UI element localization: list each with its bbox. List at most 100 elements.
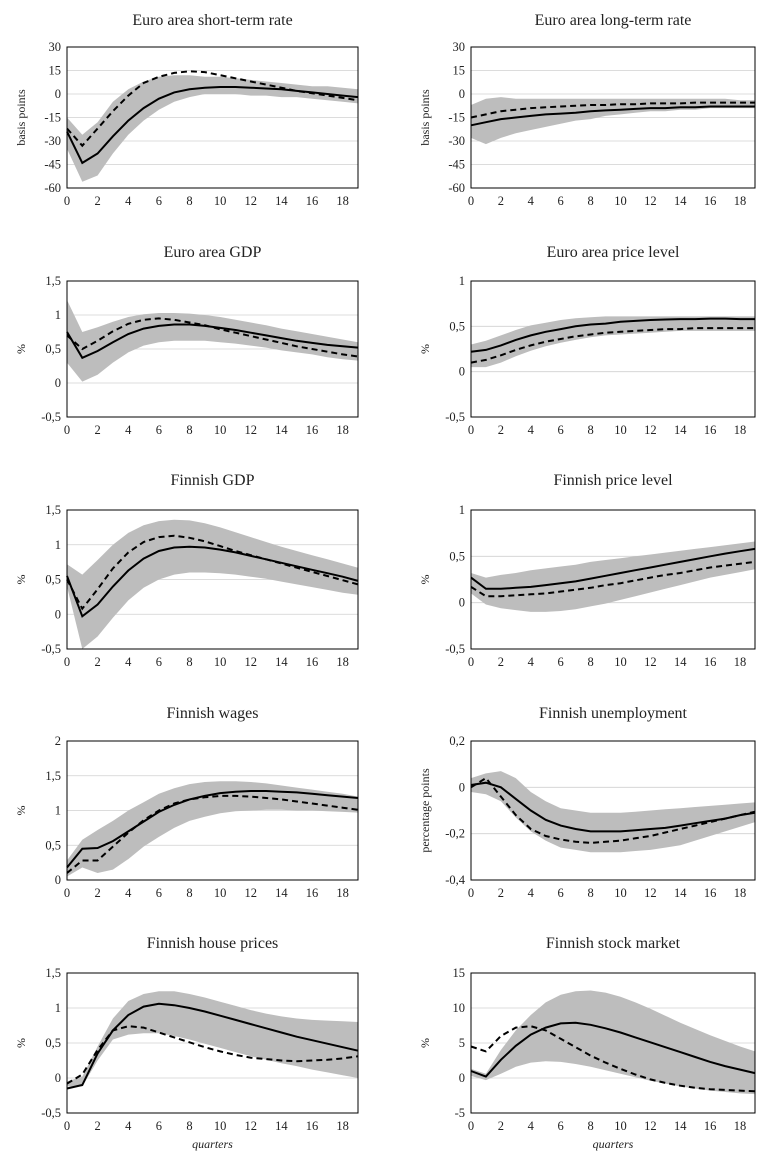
x-tick-label: 8 — [186, 423, 192, 437]
series-line-solid — [470, 781, 756, 833]
x-tick-label: 6 — [156, 423, 162, 437]
y-tick-label: 0 — [459, 365, 465, 379]
x-tick-label: 10 — [614, 1119, 627, 1133]
chart-title: Finnish house prices — [147, 935, 279, 952]
y-axis-label: % — [418, 344, 432, 354]
y-axis-label: percentage points — [418, 768, 432, 853]
y-tick-label: -60 — [448, 181, 465, 195]
y-tick-label: 15 — [453, 64, 466, 78]
chart-panel-7: Finnish wages 2 1,5 1 0,5 00 2 4 6 8 10 12 14 16 18% — [14, 705, 359, 900]
y-tick-label: -0,5 — [41, 1106, 61, 1120]
y-axis-label: % — [418, 575, 432, 585]
chart-title: Finnish GDP — [170, 472, 254, 489]
y-tick-label: 0,5 — [45, 342, 61, 356]
x-tick-label: 10 — [614, 423, 627, 437]
x-tick-label: 2 — [95, 1119, 101, 1133]
x-tick-label: 16 — [306, 886, 319, 900]
x-tick-label: 14 — [674, 423, 687, 437]
x-tick-label: 10 — [614, 886, 627, 900]
series-line-solid — [66, 1002, 359, 1090]
y-tick-label: 0 — [55, 873, 61, 887]
x-tick-label: 16 — [306, 655, 319, 669]
y-axis-label: basis points — [418, 89, 432, 146]
confidence-band — [67, 991, 358, 1087]
plot-frame — [470, 972, 756, 1114]
y-tick-label: -0,4 — [445, 873, 466, 887]
x-tick-label: 10 — [214, 886, 227, 900]
x-tick-label: 10 — [214, 423, 227, 437]
x-tick-label: 8 — [587, 655, 593, 669]
series-line-dashed — [66, 70, 359, 148]
x-tick-label: 18 — [734, 655, 747, 669]
x-tick-label: 6 — [558, 423, 564, 437]
y-tick-label: 15 — [453, 966, 466, 980]
x-tick-label: 0 — [64, 1119, 70, 1133]
x-tick-label: 4 — [528, 886, 535, 900]
y-axis-label: basis points — [14, 89, 28, 146]
x-tick-label: 4 — [528, 1119, 535, 1133]
y-tick-label: -30 — [44, 134, 61, 148]
x-tick-label: 12 — [644, 423, 657, 437]
y-tick-label: 0,5 — [449, 319, 465, 333]
series-line-dashed — [470, 1025, 756, 1093]
series-line-dashed — [470, 101, 755, 119]
y-tick-label: 1,5 — [45, 274, 61, 288]
y-tick-label: 1 — [55, 538, 61, 552]
plot-frame — [470, 46, 756, 189]
confidence-band — [67, 519, 358, 649]
x-tick-label: 2 — [498, 886, 504, 900]
x-tick-label: 12 — [644, 1119, 657, 1133]
x-tick-label: 6 — [558, 1119, 564, 1133]
x-tick-label: 16 — [704, 1119, 717, 1133]
y-tick-label: 10 — [453, 1001, 466, 1015]
x-tick-label: 14 — [674, 194, 687, 208]
x-tick-label: 10 — [214, 1119, 227, 1133]
x-tick-label: 16 — [306, 194, 319, 208]
x-tick-label: 10 — [614, 655, 627, 669]
y-tick-label: 15 — [49, 64, 62, 78]
x-tick-label: 14 — [275, 423, 288, 437]
plot-frame — [66, 972, 359, 1114]
chart-title: Finnish stock market — [546, 935, 681, 952]
y-tick-label: 0,5 — [45, 573, 61, 587]
y-tick-label: 0 — [459, 1071, 465, 1085]
plot-frame — [66, 46, 359, 189]
series-line-solid — [66, 545, 359, 618]
x-tick-label: 14 — [275, 655, 288, 669]
chart-title: Euro area GDP — [164, 244, 262, 261]
x-tick-label: 10 — [614, 194, 627, 208]
chart-title: Euro area price level — [547, 244, 680, 261]
y-axis-label: % — [14, 575, 28, 585]
confidence-band — [471, 771, 755, 853]
x-tick-label: 10 — [214, 655, 227, 669]
x-tick-label: 8 — [587, 423, 593, 437]
x-tick-label: 18 — [734, 194, 747, 208]
y-axis-label: % — [418, 1038, 432, 1048]
y-tick-label: 0 — [459, 596, 465, 610]
series-line-solid — [470, 1021, 756, 1078]
x-tick-label: 16 — [306, 1119, 319, 1133]
y-tick-label: -0,2 — [445, 827, 465, 841]
x-tick-label: 6 — [156, 886, 162, 900]
x-tick-label: 12 — [245, 1119, 258, 1133]
plot-frame — [470, 280, 756, 418]
y-tick-label: -15 — [448, 111, 465, 125]
x-tick-label: 2 — [95, 194, 101, 208]
x-tick-label: 0 — [64, 886, 70, 900]
x-tick-label: 2 — [498, 655, 504, 669]
chart-title: Finnish wages — [167, 705, 259, 722]
x-tick-label: 2 — [95, 655, 101, 669]
confidence-band — [67, 781, 358, 877]
y-tick-label: 1 — [55, 308, 61, 322]
y-tick-label: -5 — [455, 1106, 465, 1120]
x-tick-label: 18 — [734, 886, 747, 900]
x-tick-label: 10 — [214, 194, 227, 208]
y-axis-label: % — [14, 344, 28, 354]
plot-frame — [66, 509, 359, 650]
x-tick-label: 4 — [125, 194, 132, 208]
y-tick-label: -60 — [44, 181, 61, 195]
